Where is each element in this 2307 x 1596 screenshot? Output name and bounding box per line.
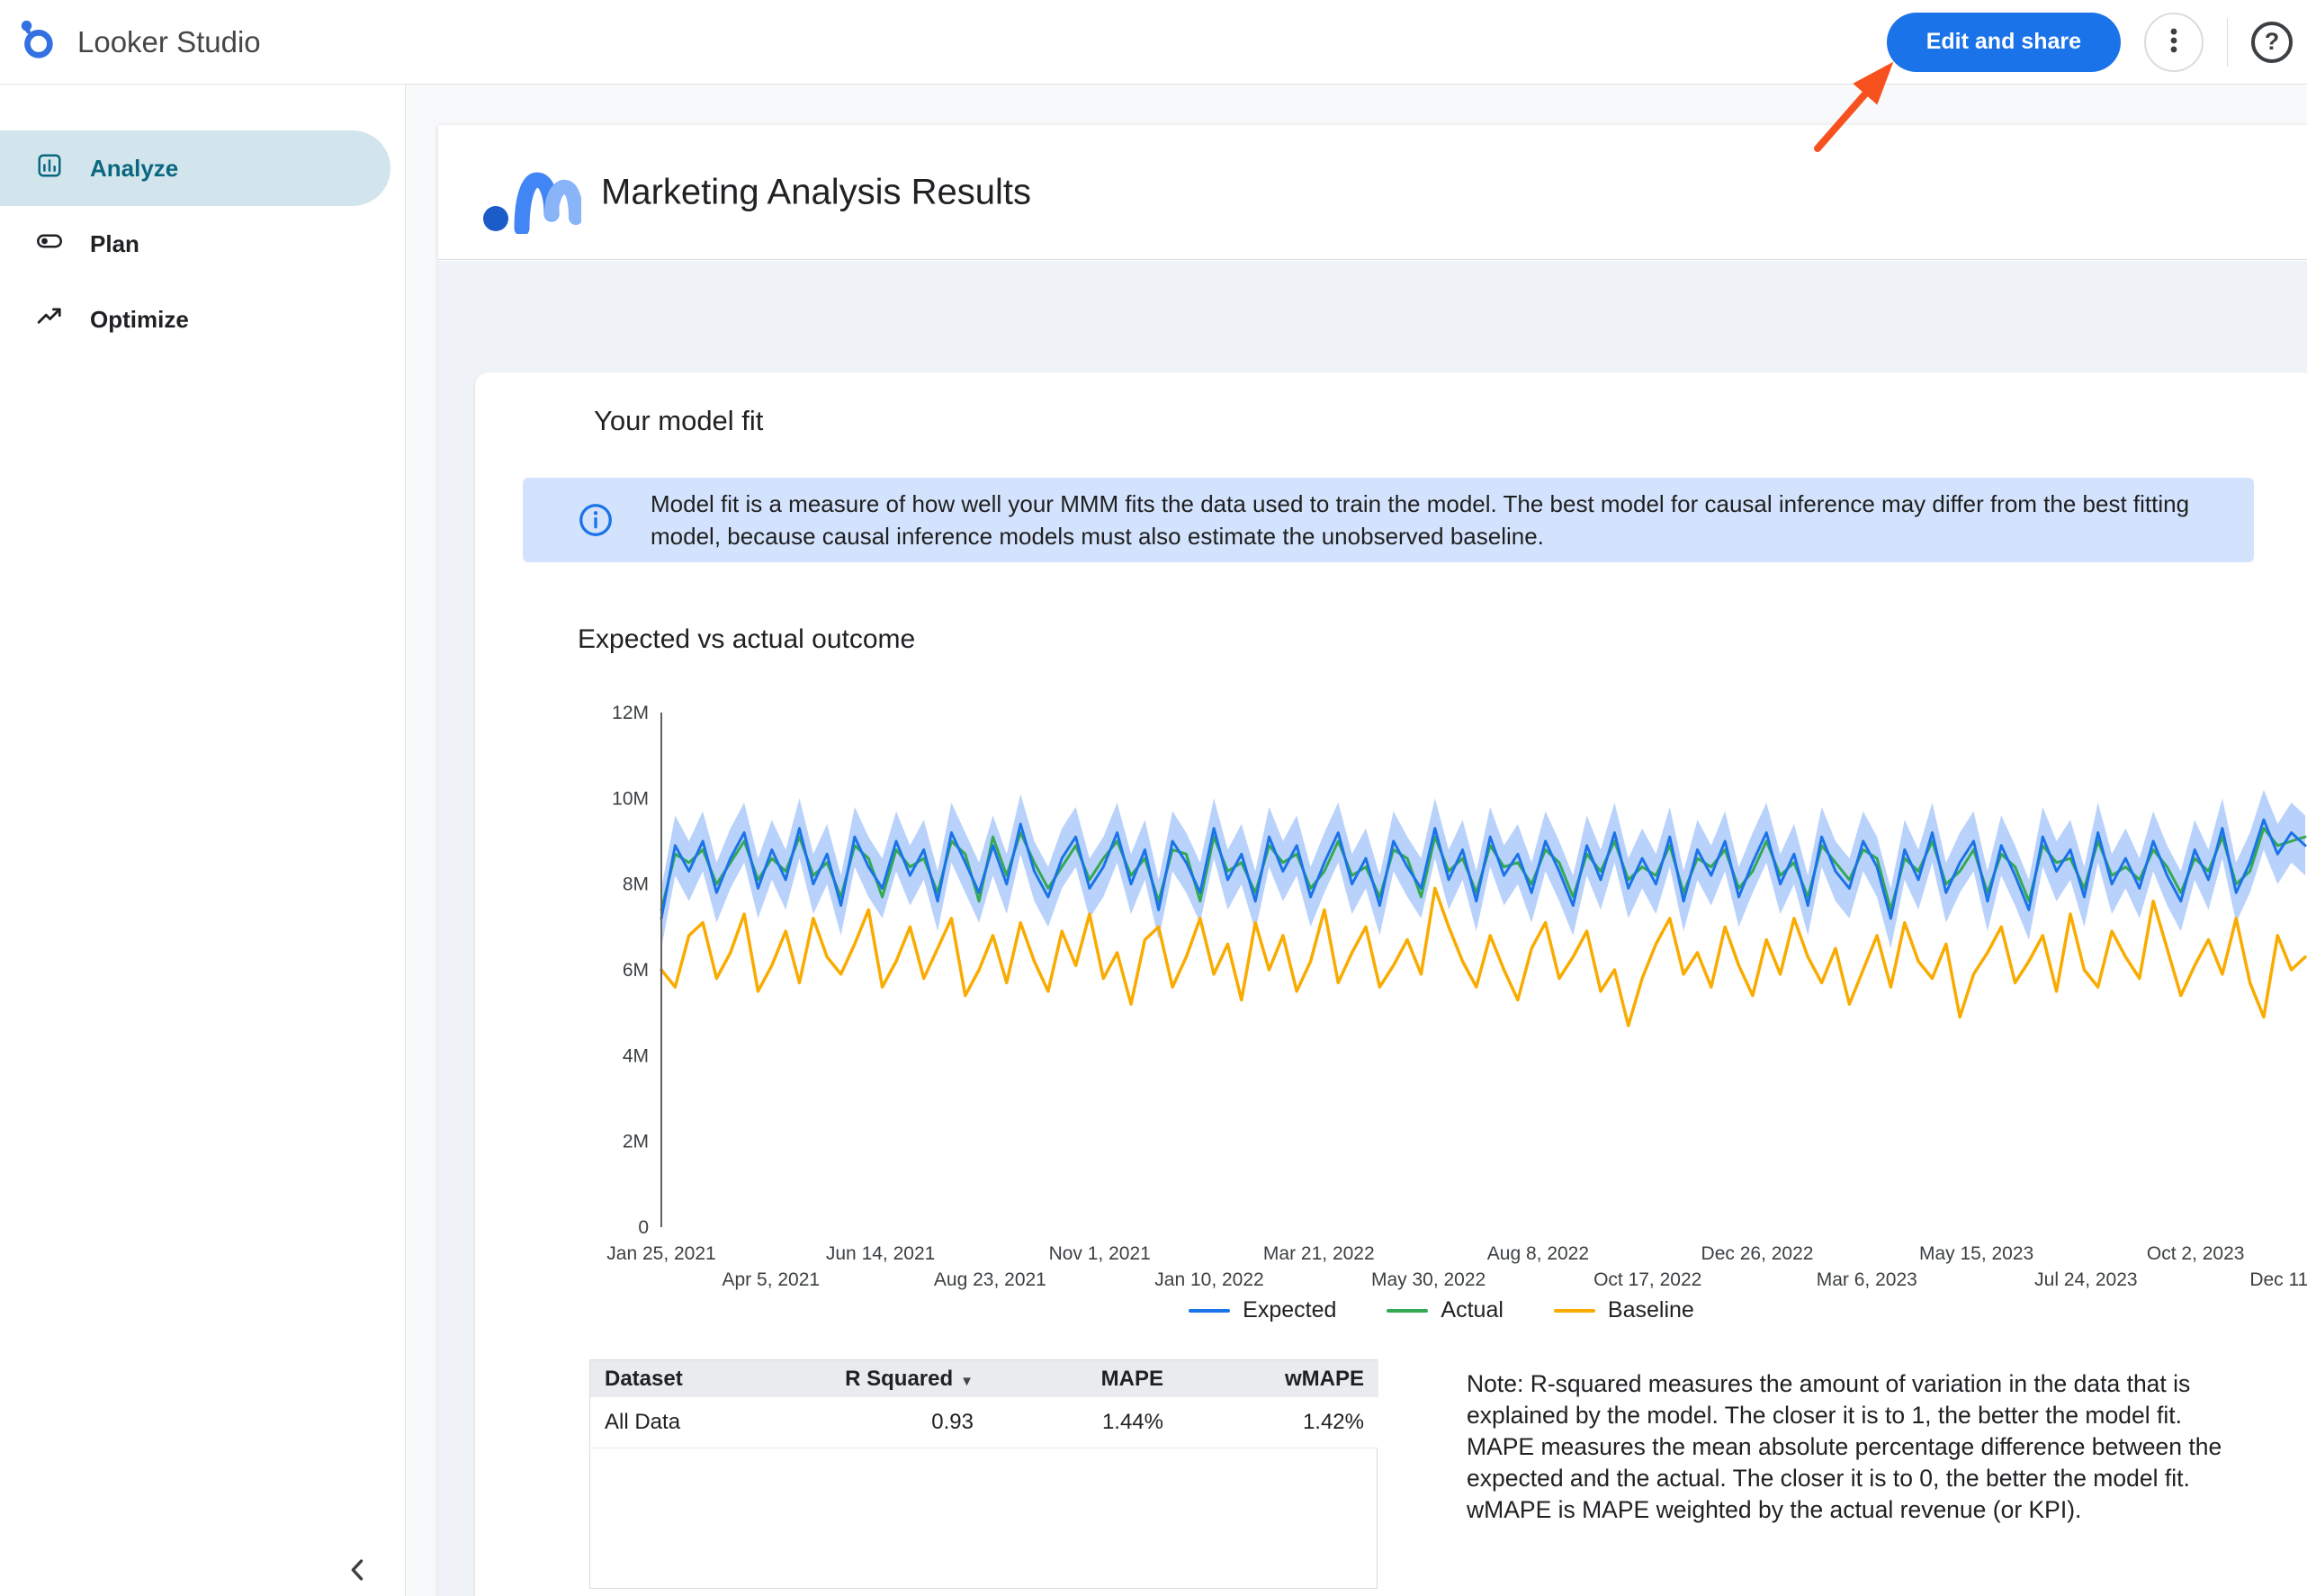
sidebar-item-plan[interactable]: Plan xyxy=(0,206,405,282)
y-axis-label: 12M xyxy=(612,703,649,723)
expected-line xyxy=(660,818,2307,920)
topbar-divider xyxy=(2227,17,2228,67)
cell-wmape: 1.42% xyxy=(1178,1397,1378,1448)
note-text: Note: R-squared measures the amount of v… xyxy=(1467,1370,2222,1523)
x-axis-label: Jan 25, 2021 xyxy=(606,1243,715,1264)
main-content: Marketing Analysis Results Your model fi… xyxy=(406,85,2307,1596)
legend-item-actual: Actual xyxy=(1387,1297,1504,1323)
chart-legend: Expected Actual Baseline xyxy=(576,1297,2307,1323)
annotation-arrow xyxy=(1814,61,1894,152)
collapse-sidebar-button[interactable] xyxy=(333,1546,383,1596)
x-axis-label: Dec 11, 2023 xyxy=(2249,1269,2307,1290)
trending-up-icon xyxy=(36,303,63,336)
sort-desc-icon: ▼ xyxy=(960,1373,974,1389)
sidebar-item-label: Plan xyxy=(90,229,139,257)
legend-label: Expected xyxy=(1243,1297,1337,1323)
y-axis-label: 2M xyxy=(623,1132,649,1152)
column-header-r-squared[interactable]: R Squared ▼ xyxy=(803,1360,988,1397)
x-axis-label: Mar 21, 2022 xyxy=(1263,1243,1375,1264)
outcome-chart[interactable]: 0 2M 4M 6M 8M 10M 12M Jan 25, 2021 Apr 5, 2021 Ju… xyxy=(576,697,2307,1291)
info-banner: Model fit is a measure of how well your … xyxy=(523,478,2254,562)
info-banner-text: Model fit is a measure of how well your … xyxy=(651,490,2190,550)
bar-chart-icon xyxy=(36,152,63,185)
edit-and-share-button[interactable]: Edit and share xyxy=(1886,12,2121,72)
chevron-left-icon xyxy=(343,1555,373,1588)
sidebar: Analyze Plan Optimize xyxy=(0,85,406,1596)
sidebar-item-analyze[interactable]: Analyze xyxy=(0,130,390,206)
legend-swatch xyxy=(1553,1308,1595,1313)
legend-item-baseline: Baseline xyxy=(1553,1297,1694,1323)
x-axis-label: Oct 2, 2023 xyxy=(2147,1243,2245,1264)
meridian-logo-icon xyxy=(482,158,583,238)
cell-mape: 1.44% xyxy=(988,1397,1178,1448)
x-axis-label: Jan 10, 2022 xyxy=(1154,1269,1263,1290)
brand: Looker Studio xyxy=(16,19,261,65)
card-title: Your model fit xyxy=(594,405,764,436)
toggle-icon xyxy=(36,228,63,261)
question-mark-icon: ? xyxy=(2264,28,2280,55)
cell-dataset: All Data xyxy=(590,1397,803,1448)
legend-swatch xyxy=(1387,1308,1429,1313)
x-axis-label: Dec 26, 2022 xyxy=(1701,1243,1814,1264)
kebab-icon xyxy=(2159,25,2189,58)
x-axis-label: Jun 14, 2021 xyxy=(826,1243,935,1264)
legend-label: Baseline xyxy=(1607,1297,1694,1323)
sidebar-item-optimize[interactable]: Optimize xyxy=(0,282,405,357)
y-axis-label: 8M xyxy=(623,874,649,895)
report-title: Marketing Analysis Results xyxy=(601,172,1031,211)
x-axis-label: Nov 1, 2021 xyxy=(1049,1243,1151,1264)
table-header-row: Dataset R Squared ▼ MAPE wMAPE xyxy=(590,1360,1378,1397)
report-page: Marketing Analysis Results Your model fi… xyxy=(438,125,2307,1596)
sidebar-item-label: Analyze xyxy=(90,154,179,182)
chart-heading: Expected vs actual outcome xyxy=(578,624,916,654)
x-axis-label: Oct 17, 2022 xyxy=(1593,1269,1701,1290)
topbar: Looker Studio Edit and share ? xyxy=(0,0,2307,85)
y-axis-label: 10M xyxy=(612,788,649,809)
model-fit-card: Your model fit Model fit is a measure of… xyxy=(475,372,2307,1596)
sidebar-item-label: Optimize xyxy=(90,305,189,333)
column-header-dataset[interactable]: Dataset xyxy=(590,1360,803,1397)
y-axis-label: 0 xyxy=(638,1217,649,1238)
column-header-wmape[interactable]: wMAPE xyxy=(1178,1360,1378,1397)
legend-label: Actual xyxy=(1441,1297,1504,1323)
x-axis-label: Aug 23, 2021 xyxy=(934,1269,1046,1290)
model-fit-table: Dataset R Squared ▼ MAPE wMAPE All Data 0… xyxy=(589,1359,1378,1589)
x-axis-label: Apr 5, 2021 xyxy=(723,1269,821,1290)
column-header-mape[interactable]: MAPE xyxy=(988,1360,1178,1397)
looker-studio-logo-icon xyxy=(16,19,58,65)
baseline-line xyxy=(660,886,2307,1027)
y-axis-label: 4M xyxy=(623,1045,649,1066)
x-axis-label: Jul 24, 2023 xyxy=(2034,1269,2137,1290)
legend-item-expected: Expected xyxy=(1189,1297,1336,1323)
legend-swatch xyxy=(1189,1308,1231,1313)
help-button[interactable]: ? xyxy=(2251,21,2293,63)
table-row: All Data 0.93 1.44% 1.42% xyxy=(590,1397,1378,1448)
report-header: Marketing Analysis Results xyxy=(438,125,2307,260)
cell-r-squared: 0.93 xyxy=(803,1397,988,1448)
x-axis-label: May 15, 2023 xyxy=(1919,1243,2033,1264)
info-icon xyxy=(577,501,615,539)
more-options-button[interactable] xyxy=(2144,12,2204,72)
x-axis-label: May 30, 2022 xyxy=(1371,1269,1486,1290)
topbar-actions: Edit and share ? xyxy=(1886,12,2293,72)
x-axis-label: Aug 8, 2022 xyxy=(1487,1243,1589,1264)
app-title: Looker Studio xyxy=(77,24,261,58)
x-axis-label: Mar 6, 2023 xyxy=(1817,1269,1917,1290)
y-axis-label: 6M xyxy=(623,960,649,981)
